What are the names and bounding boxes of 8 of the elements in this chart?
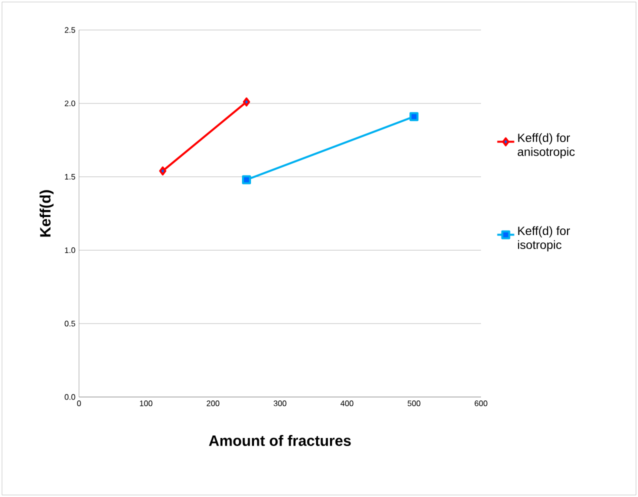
point [410,112,418,122]
legend-label: Keff(d) for isotropic [518,226,570,252]
x-axis-title: Amount of fractures [208,435,351,446]
point [242,175,251,184]
legend-label: Keff(d) for anisotropic [518,133,575,158]
point [242,97,250,106]
y-axis-title: Keff(d) [40,190,54,237]
point [159,166,166,176]
